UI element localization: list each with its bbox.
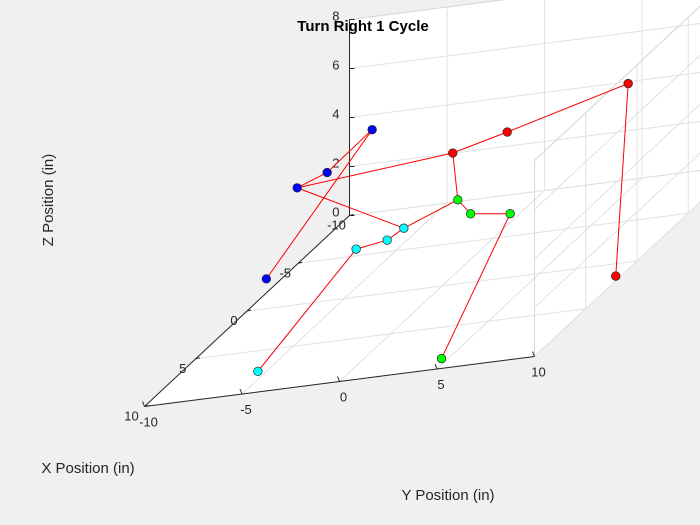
x-tick-mark	[298, 261, 303, 264]
grid-lines	[144, 0, 700, 407]
leg-3-marker	[502, 127, 512, 137]
data-series	[253, 78, 633, 377]
z-tick-label: 6	[332, 58, 339, 73]
leg-4-marker	[505, 209, 515, 219]
x-tick-mark	[246, 309, 252, 312]
x-tick-mark	[195, 357, 200, 360]
x-tick-label: 0	[230, 313, 237, 328]
wall-grid-line	[534, 152, 700, 308]
wall-grid-line	[534, 103, 700, 259]
leg-2-marker	[253, 366, 263, 377]
y-tick-label: 0	[340, 390, 347, 405]
leg-line-4	[441, 199, 511, 359]
leg-line-3	[452, 82, 629, 277]
leg-1-marker	[322, 167, 332, 178]
x-tick-mark	[144, 405, 149, 407]
wall-grid-line	[349, 121, 700, 167]
floor-grid-line	[241, 202, 448, 395]
leg-2-marker	[351, 244, 361, 254]
z-tick-label: 2	[332, 156, 339, 171]
leg-3-marker	[623, 78, 633, 89]
wall-grid-line	[534, 201, 700, 357]
leg-4-marker	[453, 195, 463, 205]
x-tick-label: -10	[327, 218, 346, 233]
leg-1-marker	[261, 274, 272, 284]
wall-grid-line	[349, 72, 700, 118]
floor-grid-line	[339, 190, 545, 382]
chart-title: Turn Right 1 Cycle	[297, 18, 428, 35]
box-edge	[534, 5, 700, 161]
leg-2-marker	[399, 223, 409, 233]
leg-line-1	[265, 129, 373, 280]
y-tick-mark	[337, 376, 340, 382]
y-tick-label: -10	[139, 415, 158, 430]
z-tick-label: 4	[332, 107, 339, 122]
y-tick-mark	[532, 351, 535, 357]
leg-1-marker	[292, 183, 302, 193]
leg-1-marker	[367, 125, 377, 135]
leg-2-marker	[382, 235, 392, 245]
z-tick-label: 0	[332, 205, 339, 220]
y-tick-mark	[239, 388, 243, 395]
y-axis-label: Y Position (in)	[401, 487, 494, 504]
x-tick-label: 10	[124, 409, 138, 424]
box-edge	[349, 0, 506, 20]
y-tick-mark	[142, 401, 145, 407]
y-tick-label: -5	[240, 402, 252, 417]
leg-3-marker	[448, 148, 458, 158]
z-axis-label: Z Position (in)	[40, 154, 57, 247]
leg-line-2	[257, 227, 405, 372]
wall-grid-line	[534, 54, 700, 210]
y-tick-label: 10	[531, 365, 545, 380]
leg-4-marker	[466, 209, 476, 219]
z-tick-label: 8	[332, 9, 339, 24]
y-tick-label: 5	[437, 377, 444, 392]
leg-4-marker	[436, 353, 447, 364]
plot-area-background	[144, 0, 700, 407]
x-axis-label: X Position (in)	[41, 460, 134, 477]
leg-3-marker	[611, 271, 621, 281]
wall-grid-line	[349, 170, 700, 216]
y-tick-mark	[434, 363, 438, 370]
floor-grid-line	[436, 177, 643, 370]
x-tick-label: -5	[279, 265, 291, 280]
x-tick-label: 5	[179, 361, 186, 376]
wall-grid-line	[349, 23, 700, 69]
